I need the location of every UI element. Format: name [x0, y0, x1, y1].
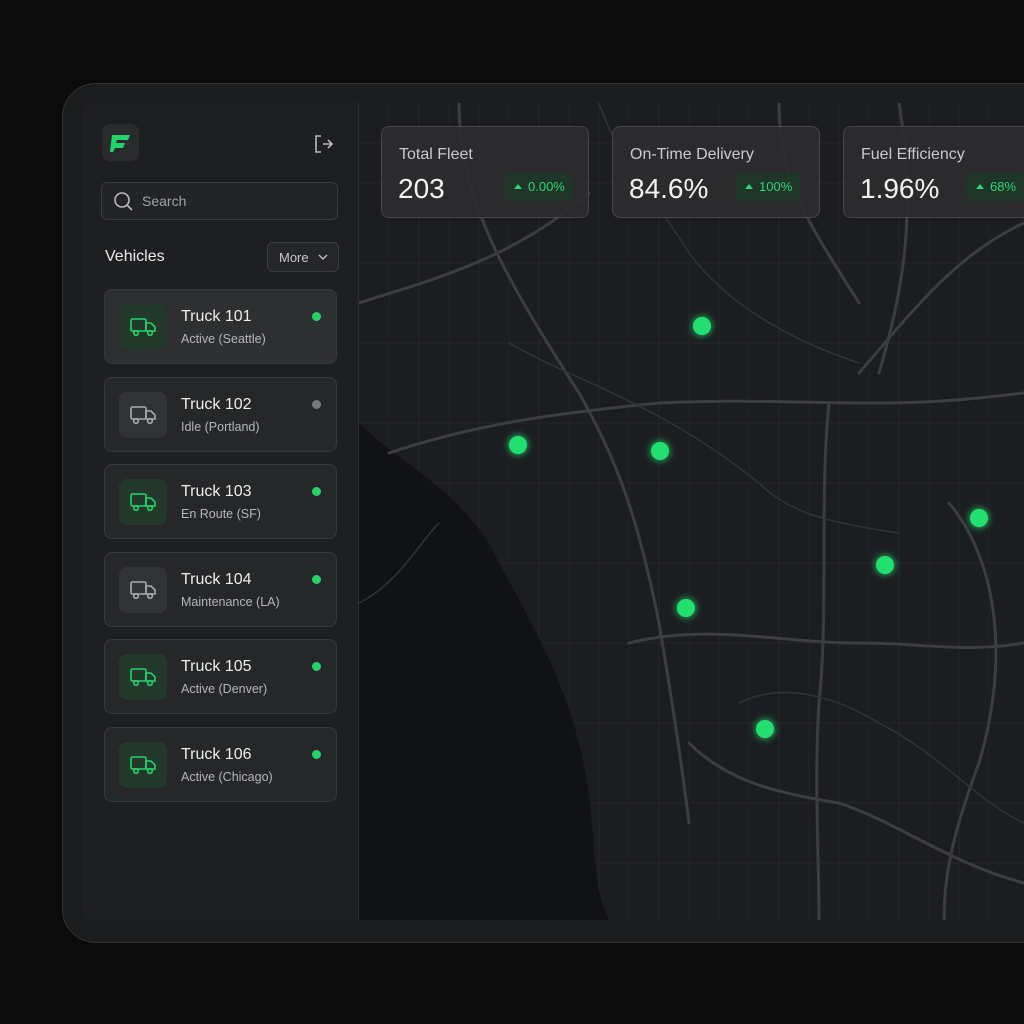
sidebar: Search Vehicles More Truck 101 Active (Se… [82, 103, 359, 920]
vehicle-name: Truck 105 [181, 658, 252, 675]
stat-change: 68% [966, 173, 1024, 201]
stat-value: 1.96% [860, 173, 940, 204]
truck-icon [119, 304, 167, 350]
vehicle-marker[interactable] [970, 509, 988, 527]
status-dot [312, 574, 321, 584]
stat-change: 100% [735, 173, 801, 201]
logo[interactable] [102, 124, 139, 161]
map [359, 103, 1024, 920]
status-dot [312, 399, 321, 409]
truck-icon [119, 391, 167, 438]
status-dot [312, 749, 321, 759]
vehicle-marker[interactable] [756, 720, 774, 738]
vehicle-card[interactable]: Truck 102 Idle (Portland) [104, 376, 337, 452]
search-placeholder: Search [142, 193, 187, 209]
vehicle-status: Maintenance (LA) [181, 594, 280, 609]
stat-card: Total Fleet 203 0.00% [381, 126, 589, 218]
truck-icon [119, 566, 167, 613]
vehicle-card[interactable]: Truck 104 Maintenance (LA) [104, 551, 337, 627]
vehicle-marker[interactable] [509, 436, 527, 454]
status-dot [312, 662, 321, 671]
search-icon [114, 192, 133, 211]
stat-value: 203 [398, 173, 445, 204]
vehicle-status: Active (Chicago) [181, 769, 273, 784]
stat-label: Fuel Efficiency [861, 146, 965, 163]
vehicle-card[interactable]: Truck 106 Active (Chicago) [104, 726, 337, 802]
section-title: Vehicles [105, 248, 165, 265]
vehicle-marker[interactable] [677, 599, 695, 617]
logout-button[interactable] [312, 133, 334, 155]
stat-card: On-Time Delivery 84.6% 100% [612, 126, 820, 218]
stat-card: Fuel Efficiency 1.96% 68% [843, 126, 1024, 218]
vehicle-status: Active (Seattle) [181, 332, 266, 346]
vehicle-marker[interactable] [651, 442, 669, 460]
vehicle-card[interactable]: Truck 105 Active (Denver) [104, 639, 337, 714]
vehicle-name: Truck 103 [181, 483, 252, 500]
vehicle-name: Truck 101 [181, 308, 252, 325]
vehicle-status: Active (Denver) [181, 682, 268, 696]
stat-value: 84.6% [629, 173, 709, 204]
chevron [318, 254, 328, 260]
vehicle-card[interactable]: Truck 101 Active (Seattle) [104, 289, 337, 364]
vehicle-card[interactable]: Truck 103 En Route (SF) [104, 464, 337, 539]
stat-label: On-Time Delivery [630, 146, 754, 163]
vehicle-status: Idle (Portland) [181, 419, 260, 434]
stat-label: Total Fleet [399, 146, 473, 163]
status-dot [312, 312, 321, 321]
truck-icon [119, 654, 167, 700]
truck-icon [119, 741, 167, 788]
more-label: More [279, 250, 309, 265]
vehicle-name: Truck 102 [181, 395, 252, 413]
vehicle-status: En Route (SF) [181, 507, 261, 521]
vehicle-marker[interactable] [876, 556, 894, 574]
vehicle-name: Truck 104 [181, 570, 252, 588]
more-button[interactable]: More [267, 242, 339, 272]
search-box[interactable]: Search [101, 182, 338, 220]
screen: Total Fleet 203 0.00% On-Time Delivery 84.6%… [82, 103, 1024, 920]
status-dot [312, 487, 321, 496]
truck-icon [119, 479, 167, 525]
vehicle-name: Truck 106 [181, 745, 252, 763]
vehicle-marker[interactable] [693, 317, 711, 335]
stat-change: 0.00% [504, 173, 573, 201]
